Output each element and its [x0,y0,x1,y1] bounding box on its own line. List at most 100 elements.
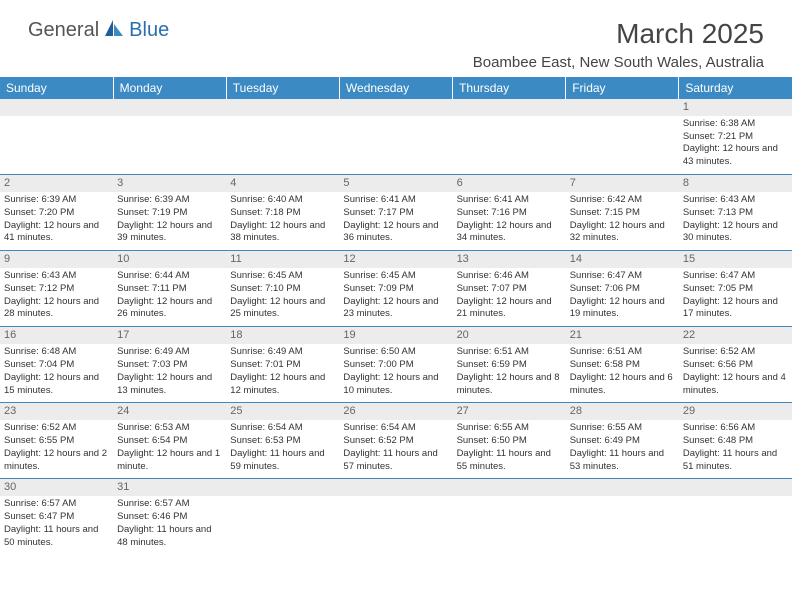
daylight-text: Daylight: 12 hours and 41 minutes. [4,220,109,246]
day-cell: Sunrise: 6:40 AMSunset: 7:18 PMDaylight:… [226,192,339,251]
day-cell: Sunrise: 6:49 AMSunset: 7:01 PMDaylight:… [226,344,339,403]
day-number-row: 23242526272829 [0,403,792,420]
day-cell: Sunrise: 6:54 AMSunset: 6:52 PMDaylight:… [339,420,452,479]
sunrise-text: Sunrise: 6:39 AM [4,194,109,207]
daylight-text: Daylight: 11 hours and 55 minutes. [457,448,562,474]
day-number-cell: 11 [226,251,339,268]
daylight-text: Daylight: 12 hours and 13 minutes. [117,372,222,398]
sunrise-text: Sunrise: 6:52 AM [683,346,788,359]
sunrise-text: Sunrise: 6:38 AM [683,118,788,131]
daylight-text: Daylight: 12 hours and 34 minutes. [457,220,562,246]
day-number-cell: 20 [453,327,566,344]
day-number-row: 3031 [0,479,792,496]
calendar-table: Sunday Monday Tuesday Wednesday Thursday… [0,77,792,555]
sunset-text: Sunset: 7:13 PM [683,207,788,220]
daylight-text: Daylight: 12 hours and 15 minutes. [4,372,109,398]
day-cell [339,116,452,175]
daylight-text: Daylight: 12 hours and 30 minutes. [683,220,788,246]
daylight-text: Daylight: 12 hours and 1 minute. [117,448,222,474]
day-cell: Sunrise: 6:52 AMSunset: 6:55 PMDaylight:… [0,420,113,479]
daylight-text: Daylight: 12 hours and 38 minutes. [230,220,335,246]
day-number-cell: 14 [566,251,679,268]
day-cell: Sunrise: 6:48 AMSunset: 7:04 PMDaylight:… [0,344,113,403]
day-cell: Sunrise: 6:47 AMSunset: 7:06 PMDaylight:… [566,268,679,327]
sunrise-text: Sunrise: 6:55 AM [570,422,675,435]
day-cell: Sunrise: 6:51 AMSunset: 6:59 PMDaylight:… [453,344,566,403]
day-cell [453,116,566,175]
sunset-text: Sunset: 6:47 PM [4,511,109,524]
weekday-header-row: Sunday Monday Tuesday Wednesday Thursday… [0,77,792,99]
weekday-header: Friday [566,77,679,99]
sunrise-text: Sunrise: 6:46 AM [457,270,562,283]
daylight-text: Daylight: 11 hours and 57 minutes. [343,448,448,474]
sunset-text: Sunset: 7:15 PM [570,207,675,220]
day-cell: Sunrise: 6:46 AMSunset: 7:07 PMDaylight:… [453,268,566,327]
daylight-text: Daylight: 12 hours and 21 minutes. [457,296,562,322]
day-number-cell: 9 [0,251,113,268]
weekday-header: Tuesday [226,77,339,99]
day-cell: Sunrise: 6:43 AMSunset: 7:12 PMDaylight:… [0,268,113,327]
day-cell: Sunrise: 6:45 AMSunset: 7:10 PMDaylight:… [226,268,339,327]
sunset-text: Sunset: 7:09 PM [343,283,448,296]
day-number-cell: 21 [566,327,679,344]
sunrise-text: Sunrise: 6:43 AM [4,270,109,283]
sunrise-text: Sunrise: 6:49 AM [230,346,335,359]
sunrise-text: Sunrise: 6:47 AM [570,270,675,283]
sunset-text: Sunset: 7:04 PM [4,359,109,372]
sunrise-text: Sunrise: 6:51 AM [570,346,675,359]
day-number-cell: 16 [0,327,113,344]
day-cell [0,116,113,175]
daylight-text: Daylight: 12 hours and 8 minutes. [457,372,562,398]
sunset-text: Sunset: 7:07 PM [457,283,562,296]
sunrise-text: Sunrise: 6:53 AM [117,422,222,435]
daylight-text: Daylight: 12 hours and 10 minutes. [343,372,448,398]
daylight-text: Daylight: 12 hours and 19 minutes. [570,296,675,322]
day-cell: Sunrise: 6:52 AMSunset: 6:56 PMDaylight:… [679,344,792,403]
day-number-row: 2345678 [0,175,792,192]
sunset-text: Sunset: 7:05 PM [683,283,788,296]
day-number-cell: 7 [566,175,679,192]
day-cell: Sunrise: 6:55 AMSunset: 6:50 PMDaylight:… [453,420,566,479]
day-content-row: Sunrise: 6:48 AMSunset: 7:04 PMDaylight:… [0,344,792,403]
day-number-cell: 30 [0,479,113,496]
day-number-cell [679,479,792,496]
day-number-row: 16171819202122 [0,327,792,344]
day-number-cell: 28 [566,403,679,420]
day-number-cell [0,99,113,116]
daylight-text: Daylight: 12 hours and 4 minutes. [683,372,788,398]
day-cell: Sunrise: 6:57 AMSunset: 6:46 PMDaylight:… [113,496,226,554]
day-cell: Sunrise: 6:50 AMSunset: 7:00 PMDaylight:… [339,344,452,403]
day-cell: Sunrise: 6:44 AMSunset: 7:11 PMDaylight:… [113,268,226,327]
sunset-text: Sunset: 6:54 PM [117,435,222,448]
day-number-cell: 26 [339,403,452,420]
sunrise-text: Sunrise: 6:54 AM [230,422,335,435]
sunset-text: Sunset: 7:03 PM [117,359,222,372]
sunrise-text: Sunrise: 6:57 AM [4,498,109,511]
sunrise-text: Sunrise: 6:44 AM [117,270,222,283]
sunset-text: Sunset: 7:10 PM [230,283,335,296]
day-number-cell [339,99,452,116]
daylight-text: Daylight: 11 hours and 51 minutes. [683,448,788,474]
day-cell [453,496,566,554]
sunrise-text: Sunrise: 6:39 AM [117,194,222,207]
sunrise-text: Sunrise: 6:55 AM [457,422,562,435]
daylight-text: Daylight: 12 hours and 23 minutes. [343,296,448,322]
daylight-text: Daylight: 12 hours and 2 minutes. [4,448,109,474]
sunset-text: Sunset: 6:49 PM [570,435,675,448]
day-number-cell: 3 [113,175,226,192]
day-number-cell: 12 [339,251,452,268]
sunrise-text: Sunrise: 6:50 AM [343,346,448,359]
daylight-text: Daylight: 12 hours and 25 minutes. [230,296,335,322]
day-cell: Sunrise: 6:42 AMSunset: 7:15 PMDaylight:… [566,192,679,251]
sunset-text: Sunset: 6:58 PM [570,359,675,372]
day-number-cell: 1 [679,99,792,116]
sunrise-text: Sunrise: 6:45 AM [343,270,448,283]
sunset-text: Sunset: 6:56 PM [683,359,788,372]
day-cell: Sunrise: 6:45 AMSunset: 7:09 PMDaylight:… [339,268,452,327]
sunrise-text: Sunrise: 6:57 AM [117,498,222,511]
day-number-cell [226,479,339,496]
sunset-text: Sunset: 6:53 PM [230,435,335,448]
day-cell [566,116,679,175]
sunset-text: Sunset: 7:21 PM [683,131,788,144]
sunset-text: Sunset: 6:55 PM [4,435,109,448]
